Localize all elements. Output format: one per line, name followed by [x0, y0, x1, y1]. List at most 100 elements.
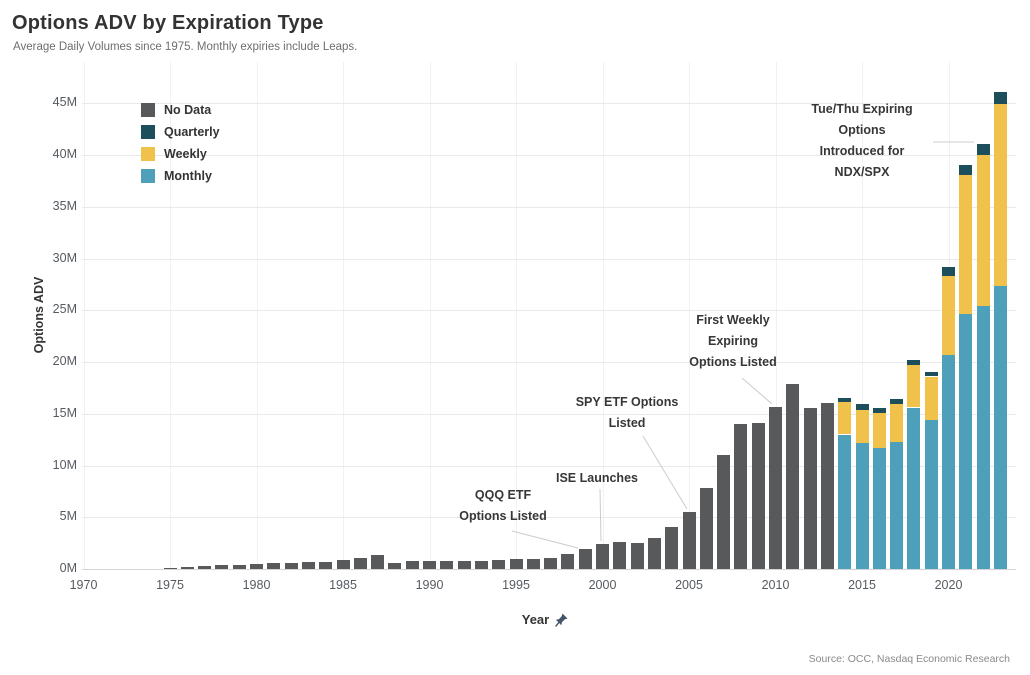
bar-2014-quarterly[interactable]: [838, 398, 852, 403]
bar-1993-no_data[interactable]: [474, 560, 488, 569]
bar-1998-no_data[interactable]: [561, 554, 575, 569]
bar-1999-no_data[interactable]: [578, 549, 592, 569]
bar-2010-no_data[interactable]: [769, 406, 782, 569]
bar-2018-weekly[interactable]: [907, 365, 921, 408]
bar-2009-no_data[interactable]: [751, 423, 765, 569]
bar-2003-no_data[interactable]: [647, 538, 661, 569]
annotation-ise: ISE Launches: [487, 468, 707, 489]
bar-1975-no_data[interactable]: [163, 568, 177, 569]
bar-1981-no_data[interactable]: [267, 562, 281, 569]
bar-1984-no_data[interactable]: [319, 561, 333, 569]
annotation-line: Expiring: [707, 334, 758, 348]
bar-1977-no_data[interactable]: [198, 566, 212, 569]
y-tick-35M: 35M: [52, 198, 77, 213]
bar-2012-no_data[interactable]: [803, 407, 817, 569]
bar-2023-quarterly[interactable]: [993, 91, 1007, 105]
bar-2016-quarterly[interactable]: [872, 407, 886, 413]
bar-1982-no_data[interactable]: [284, 562, 298, 569]
bar-2000-no_data[interactable]: [596, 544, 609, 569]
horizontal-gridline-5M: [82, 517, 1016, 519]
bar-1988-no_data[interactable]: [388, 563, 402, 569]
annotation-line: Options Listed: [689, 355, 777, 369]
bar-2020-quarterly[interactable]: [942, 266, 955, 277]
horizontal-gridline-20M: [82, 362, 1016, 363]
bar-1995-no_data[interactable]: [509, 559, 523, 569]
bar-2005-no_data[interactable]: [682, 512, 696, 569]
bar-2022-weekly[interactable]: [976, 155, 990, 307]
bar-2021-weekly[interactable]: [959, 174, 973, 315]
legend-item-weekly[interactable]: Weekly: [141, 143, 220, 165]
bar-2015-quarterly[interactable]: [855, 404, 869, 410]
legend-item-monthly[interactable]: Monthly: [141, 165, 220, 187]
bar-2016-monthly[interactable]: [872, 447, 886, 569]
bar-2015-weekly[interactable]: [855, 409, 869, 443]
legend-item-quarterly[interactable]: Quarterly: [141, 121, 220, 143]
annotation-weekly: First Weekly Expiring Options Listed: [623, 310, 843, 373]
bar-2014-weekly[interactable]: [838, 402, 852, 435]
vertical-gridline-1970: [83, 62, 85, 569]
bar-2006-no_data[interactable]: [699, 488, 713, 569]
bar-2021-quarterly[interactable]: [959, 165, 973, 175]
bar-2004-no_data[interactable]: [665, 526, 679, 569]
bar-2008-no_data[interactable]: [734, 424, 748, 569]
bar-2023-weekly[interactable]: [993, 104, 1007, 287]
x-tick-1975: 1975: [156, 578, 184, 592]
vertical-gridline-2010: [775, 62, 777, 569]
x-axis-title-label: Year: [521, 612, 550, 627]
bar-2020-monthly[interactable]: [942, 354, 955, 569]
bar-2023-monthly[interactable]: [993, 286, 1007, 569]
bar-1987-no_data[interactable]: [371, 555, 385, 569]
x-tick-1970: 1970: [69, 578, 98, 592]
bar-1986-no_data[interactable]: [353, 557, 367, 569]
bar-2017-quarterly[interactable]: [890, 399, 904, 405]
bar-2016-weekly[interactable]: [872, 412, 886, 448]
horizontal-gridline-15M: [82, 413, 1016, 415]
bar-2019-monthly[interactable]: [924, 420, 938, 569]
bar-1983-no_data[interactable]: [301, 561, 315, 569]
bar-1976-no_data[interactable]: [180, 567, 194, 569]
annotation-line: ISE Launches: [556, 471, 638, 485]
pin-icon[interactable]: [555, 613, 568, 627]
annotation-line: Options: [838, 123, 886, 137]
bar-1991-no_data[interactable]: [440, 561, 454, 569]
annotation-spy: SPY ETF Options Listed: [517, 392, 737, 434]
bar-1978-no_data[interactable]: [215, 565, 229, 569]
bar-2019-quarterly[interactable]: [924, 372, 938, 377]
bar-2022-monthly[interactable]: [976, 306, 990, 569]
y-axis-title: Options ADV: [32, 276, 46, 354]
horizontal-gridline-40M: [82, 155, 1016, 156]
bar-1979-no_data[interactable]: [232, 565, 246, 569]
bar-1985-no_data[interactable]: [336, 559, 350, 569]
bar-2001-no_data[interactable]: [613, 542, 627, 569]
bar-1996-no_data[interactable]: [526, 559, 540, 569]
vertical-gridline-2000: [602, 62, 604, 569]
bar-2017-weekly[interactable]: [890, 404, 904, 442]
bar-1989-no_data[interactable]: [405, 560, 419, 569]
bar-2015-monthly[interactable]: [855, 442, 869, 569]
bar-2019-weekly[interactable]: [924, 376, 938, 420]
x-tick-2005: 2005: [675, 578, 703, 592]
bar-2007-no_data[interactable]: [717, 455, 731, 569]
bar-2002-no_data[interactable]: [630, 543, 644, 569]
y-tick-45M: 45M: [52, 95, 77, 110]
legend-swatch-weekly: [141, 147, 155, 161]
annotation-leader-weekly: [741, 377, 773, 405]
bar-1992-no_data[interactable]: [457, 561, 471, 569]
bar-1997-no_data[interactable]: [544, 557, 558, 569]
bar-2018-quarterly[interactable]: [907, 359, 921, 366]
bar-2018-monthly[interactable]: [907, 407, 921, 569]
bar-2014-monthly[interactable]: [838, 434, 852, 569]
bar-2017-monthly[interactable]: [890, 441, 904, 569]
legend-item-no_data[interactable]: No Data: [141, 99, 220, 121]
annotation-line: First Weekly: [696, 313, 770, 327]
bar-1990-no_data[interactable]: [423, 561, 436, 569]
bar-2021-monthly[interactable]: [959, 314, 973, 569]
bar-2011-no_data[interactable]: [786, 383, 800, 569]
bar-1994-no_data[interactable]: [492, 560, 506, 569]
horizontal-gridline-35M: [82, 206, 1016, 208]
bar-2022-quarterly[interactable]: [976, 143, 990, 155]
bar-2013-no_data[interactable]: [820, 403, 834, 569]
bar-1980-no_data[interactable]: [250, 564, 263, 569]
bar-2020-weekly[interactable]: [942, 276, 955, 355]
